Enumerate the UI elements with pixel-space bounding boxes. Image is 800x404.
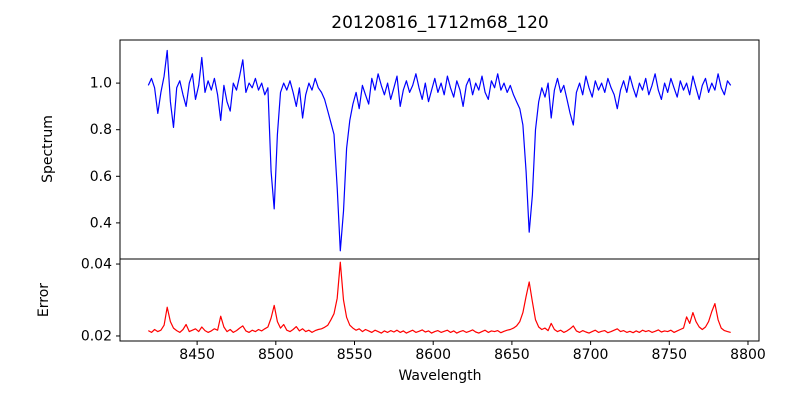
x-tick-label-8450: 8450 xyxy=(179,347,215,363)
spectrum-y-tick-label-0.8: 0.8 xyxy=(90,122,112,138)
error-y-tick-label-0.02: 0.02 xyxy=(81,328,112,344)
error-y-tick-label-0.04: 0.04 xyxy=(81,257,112,273)
x-tick-label-8500: 8500 xyxy=(258,347,294,363)
x-tick-label-8600: 8600 xyxy=(415,347,451,363)
spectrum-axes-box xyxy=(119,39,760,260)
spectrum-y-tick-label-0.4: 0.4 xyxy=(90,215,112,231)
x-tick-label-8550: 8550 xyxy=(337,347,373,363)
x-tick-label-8750: 8750 xyxy=(651,347,687,363)
error-line xyxy=(148,261,731,334)
x-axis-label: Wavelength xyxy=(398,368,481,384)
error-y-axis-label: Error xyxy=(36,283,52,317)
spectrum-y-axis-label: Spectrum xyxy=(40,115,56,183)
figure-title: 20120816_1712m68_120 xyxy=(331,13,548,33)
spectrum-y-tick-label-0.6: 0.6 xyxy=(90,169,112,185)
axes-layer: 8450 8500 8550 8600 8650 8700 8750 8800 0.4 0.6 0.… xyxy=(81,39,766,363)
x-tick-label-8650: 8650 xyxy=(494,347,530,363)
x-tick-label-8800: 8800 xyxy=(730,347,766,363)
spectrum-y-tick-label-1.0: 1.0 xyxy=(90,76,112,92)
x-tick-label-8700: 8700 xyxy=(573,347,609,363)
spectrum-line xyxy=(147,49,732,252)
error-axes-box xyxy=(119,258,760,342)
